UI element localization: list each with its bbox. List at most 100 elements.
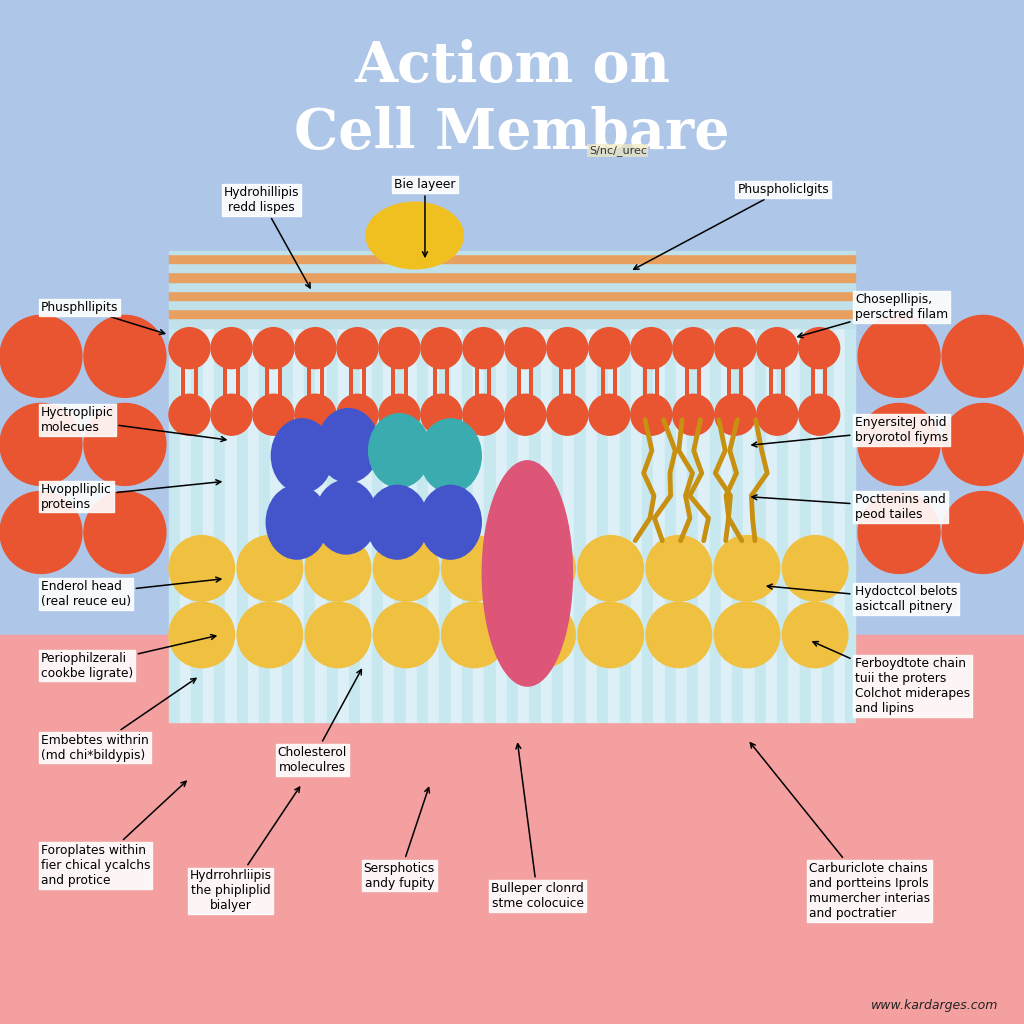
Circle shape xyxy=(84,315,166,397)
Bar xyxy=(710,312,721,722)
Bar xyxy=(0,635,1024,1024)
Text: S/nc/_urec: S/nc/_urec xyxy=(589,145,647,156)
Circle shape xyxy=(379,394,420,435)
Bar xyxy=(620,312,631,722)
Circle shape xyxy=(714,536,779,601)
Bar xyxy=(529,312,541,722)
Circle shape xyxy=(421,328,462,369)
Bar xyxy=(293,312,304,722)
Circle shape xyxy=(169,536,234,601)
Ellipse shape xyxy=(420,419,481,493)
Text: Hvopplliplic
proteins: Hvopplliplic proteins xyxy=(41,480,221,511)
Text: Embebtes withrin
(md chi*bildypis): Embebtes withrin (md chi*bildypis) xyxy=(41,678,196,762)
Bar xyxy=(473,312,484,722)
Ellipse shape xyxy=(482,461,572,686)
Bar xyxy=(304,312,315,722)
Circle shape xyxy=(0,315,82,397)
Circle shape xyxy=(631,394,672,435)
Bar xyxy=(406,312,417,722)
Circle shape xyxy=(631,328,672,369)
Bar xyxy=(834,312,845,722)
Bar xyxy=(0,0,1024,635)
Circle shape xyxy=(715,394,756,435)
Bar xyxy=(315,312,327,722)
Bar xyxy=(225,312,237,722)
Circle shape xyxy=(510,602,575,668)
Bar xyxy=(248,312,259,722)
Bar xyxy=(653,312,665,722)
Circle shape xyxy=(441,602,507,668)
Circle shape xyxy=(337,328,378,369)
Bar xyxy=(237,312,248,722)
Text: Hydoctcol belots
asictcall pitnery: Hydoctcol belots asictcall pitnery xyxy=(767,584,957,613)
Circle shape xyxy=(505,328,546,369)
Bar xyxy=(270,312,282,722)
Bar xyxy=(597,312,608,722)
Text: Actiom on: Actiom on xyxy=(354,39,670,94)
Text: Phusphllipits: Phusphllipits xyxy=(41,301,165,335)
Bar xyxy=(642,312,653,722)
Bar xyxy=(169,251,855,254)
Text: Ferboydtote chain
tuii the proters
Colchot miderapes
and lipins: Ferboydtote chain tuii the proters Colch… xyxy=(813,642,970,715)
Ellipse shape xyxy=(317,409,379,482)
Circle shape xyxy=(646,536,712,601)
Bar xyxy=(721,312,732,722)
Bar xyxy=(394,312,406,722)
Circle shape xyxy=(441,536,507,601)
Bar xyxy=(169,291,855,300)
Bar xyxy=(665,312,676,722)
Text: Chosepllipis,
persctred filam: Chosepllipis, persctred filam xyxy=(798,293,948,338)
Circle shape xyxy=(673,328,714,369)
Bar xyxy=(507,312,518,722)
Text: Cholesterol
moleculres: Cholesterol moleculres xyxy=(278,670,361,774)
Bar xyxy=(372,312,383,722)
Circle shape xyxy=(211,394,252,435)
Circle shape xyxy=(858,315,940,397)
Bar xyxy=(169,272,855,282)
Text: Carburiclote chains
and portteins Iprols
mumercher interias
and poctratier: Carburiclote chains and portteins Iprols… xyxy=(751,742,930,920)
Bar xyxy=(169,282,855,291)
Text: Hydrrohrliipis
the phipliplid
bialyer: Hydrrohrliipis the phipliplid bialyer xyxy=(189,787,300,912)
Bar xyxy=(800,312,811,722)
Circle shape xyxy=(578,602,643,668)
Bar xyxy=(214,312,225,722)
Circle shape xyxy=(757,328,798,369)
Circle shape xyxy=(169,394,210,435)
Circle shape xyxy=(0,492,82,573)
Circle shape xyxy=(673,394,714,435)
Bar xyxy=(259,312,270,722)
Ellipse shape xyxy=(420,485,481,559)
Bar xyxy=(451,312,462,722)
Bar xyxy=(428,312,439,722)
Bar xyxy=(541,312,552,722)
Circle shape xyxy=(547,328,588,369)
Circle shape xyxy=(238,536,303,601)
Text: Enderol head
(real reuce eu): Enderol head (real reuce eu) xyxy=(41,578,221,608)
Circle shape xyxy=(337,394,378,435)
Bar xyxy=(439,312,451,722)
Circle shape xyxy=(295,328,336,369)
Circle shape xyxy=(421,394,462,435)
Circle shape xyxy=(757,394,798,435)
Ellipse shape xyxy=(315,480,377,554)
Circle shape xyxy=(942,315,1024,397)
Bar xyxy=(462,312,473,722)
Bar xyxy=(169,309,855,318)
Circle shape xyxy=(463,394,504,435)
Text: Pocttenins and
peod tailes: Pocttenins and peod tailes xyxy=(752,493,946,521)
Circle shape xyxy=(0,403,82,485)
Text: Hydrohillipis
redd lispes: Hydrohillipis redd lispes xyxy=(223,185,310,288)
Text: Hyctroplipic
molecues: Hyctroplipic molecues xyxy=(41,406,226,441)
Bar xyxy=(743,312,755,722)
Circle shape xyxy=(858,492,940,573)
Bar xyxy=(169,263,855,272)
Text: www.kardarges.com: www.kardarges.com xyxy=(871,998,998,1012)
Bar xyxy=(811,312,822,722)
Bar xyxy=(631,312,642,722)
Circle shape xyxy=(942,492,1024,573)
Bar xyxy=(766,312,777,722)
Bar xyxy=(169,318,855,328)
Bar xyxy=(687,312,698,722)
Bar xyxy=(484,312,496,722)
Circle shape xyxy=(858,403,940,485)
